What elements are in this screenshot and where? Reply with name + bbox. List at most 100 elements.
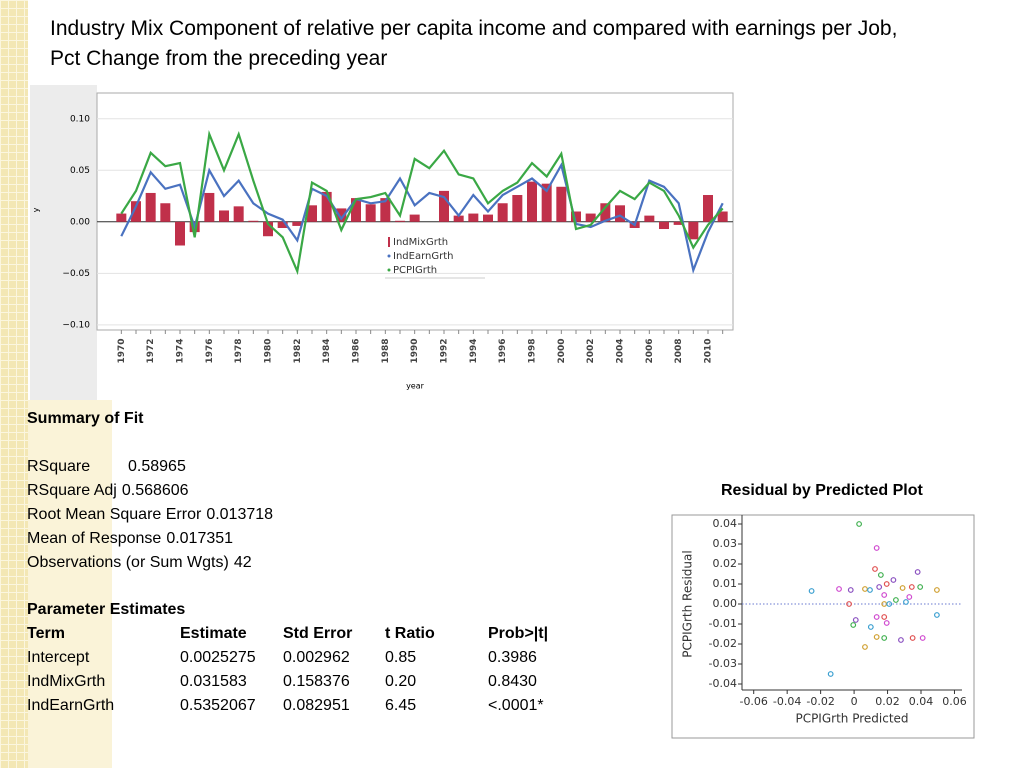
x-tick-label: 1970 [117,338,127,363]
bar [512,195,523,222]
point [867,624,874,630]
point [898,637,904,643]
bar [659,221,669,230]
legend-label: IndEarnGrth [393,251,453,262]
bar [644,215,655,222]
x-tick-label: 1972 [146,338,156,363]
x-tick-label: 0 [851,695,858,708]
point [847,587,854,593]
slide-title: Industry Mix Component of relative per c… [50,17,898,70]
y-tick-label: 0.02 [713,557,738,570]
point [908,584,915,590]
legend-label: IndMixGrth [393,237,448,248]
point [903,599,909,605]
point [881,635,888,641]
point [877,572,884,578]
x-tick-label: 1978 [234,338,244,363]
bar [527,181,537,222]
table-cell: IndEarnGrth [27,697,115,714]
x-tick-label: -0.02 [806,695,834,708]
bar [571,211,581,222]
point [873,634,880,640]
decor-stripe [0,0,28,768]
table-cell: IndMixGrth [27,673,106,690]
x-tick-label: 1996 [498,338,508,363]
fit-label: Mean of Response [27,530,162,547]
column-header: Std Error [283,625,353,642]
point [881,592,888,598]
bar [175,221,185,246]
x-tick-label: 2004 [616,338,626,363]
column-header: Estimate [180,625,247,642]
fit-value: 0.568606 [121,482,189,499]
y-axis-label: y [32,207,41,212]
fit-value: 0.58965 [128,458,186,475]
point [852,617,859,623]
residual-title: Residual by Predicted Plot [721,482,923,499]
bar [380,198,391,222]
bar [497,203,508,222]
y-tick-label: -0.02 [709,637,737,650]
point [883,620,890,626]
bar [277,221,288,228]
y-tick-label: 0.04 [713,517,738,530]
bar [204,192,215,222]
bar [439,190,449,222]
point [850,622,857,628]
bar [453,215,464,222]
x-tick-label: 2002 [586,338,596,363]
table-cell: 0.3986 [488,649,537,666]
table-cell: Intercept [27,649,90,666]
x-tick-label: 1974 [176,338,186,363]
y-tick-label: 0.01 [713,577,738,590]
y-tick-label: -0.01 [709,617,737,630]
y-tick-label: -0.03 [709,657,737,670]
x-tick-label: 0.02 [875,695,900,708]
y-tick-label: −0.05 [62,269,90,279]
point [867,587,873,593]
x-tick-label: 1976 [205,338,215,363]
bar [585,213,596,222]
point [893,597,899,603]
x-tick-label: 1986 [352,338,362,363]
y-tick-label: 0.00 [70,217,90,227]
legend-swatch [388,237,390,247]
y-tick-label: 0.00 [713,597,738,610]
point [856,521,863,527]
table-cell: 0.002962 [283,649,350,666]
x-tick-label: 1984 [322,338,332,363]
x-axis-label: PCPIGrth Predicted [795,712,908,726]
fit-label: Root Mean Square Error [27,506,202,523]
legend-label: PCPIGrth [393,265,437,276]
column-header: Term [27,625,65,642]
bar [292,221,303,226]
point [808,588,815,594]
x-tick-label: -0.06 [739,695,767,708]
bar [307,205,317,222]
bar [365,204,376,222]
point [827,671,834,677]
bar [233,206,244,222]
decor-band [28,400,112,768]
table-cell: 0.8430 [488,673,537,690]
bar [483,214,493,222]
x-axis-label: year [406,382,425,391]
table-cell: 0.082951 [283,697,350,714]
point [934,587,940,593]
bar [145,192,156,222]
x-tick-label: 1994 [469,338,479,363]
x-tick-label: 2008 [674,338,684,363]
x-tick-label: 2006 [645,338,655,363]
bar [703,195,713,222]
table-cell: 0.158376 [283,673,350,690]
y-tick-label: 0.10 [70,114,90,124]
point [862,644,868,650]
x-tick-label: 1992 [440,338,450,363]
residual-frame [671,514,975,739]
y-tick-label: 0.03 [713,537,738,550]
point [873,614,880,620]
x-tick-label: 1988 [381,338,391,363]
fit-value: 42 [233,554,252,571]
